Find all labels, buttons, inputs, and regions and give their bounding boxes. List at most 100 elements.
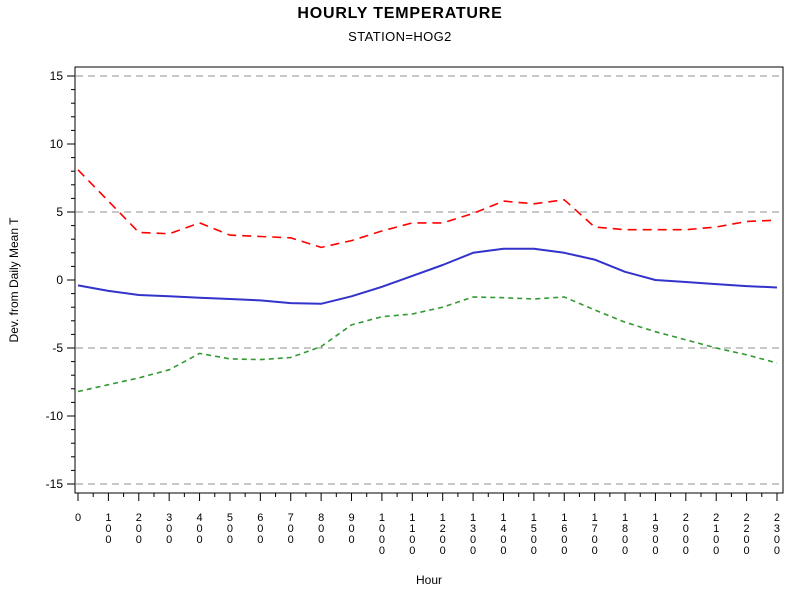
x-tick-label: 0 <box>713 545 719 557</box>
y-tick-label: -5 <box>52 341 63 355</box>
x-tick-label: 0 <box>622 545 628 557</box>
x-tick-label: 0 <box>257 534 263 546</box>
x-tick-label: 3 <box>166 512 172 524</box>
x-tick-label: 0 <box>592 545 598 557</box>
x-tick-label: 1 <box>713 523 719 535</box>
x-tick-label: 4 <box>197 512 203 524</box>
plot-frame <box>74 66 784 494</box>
x-tick-label: 2 <box>744 512 750 524</box>
x-tick-label: 0 <box>288 523 294 535</box>
x-tick-label: 0 <box>105 534 111 546</box>
x-tick-label: 1 <box>440 512 446 524</box>
x-tick-label: 1 <box>500 512 506 524</box>
x-tick-label: 0 <box>440 545 446 557</box>
x-tick-label: 1 <box>379 512 385 524</box>
x-tick-label: 0 <box>592 534 598 546</box>
x-tick-label: 0 <box>470 534 476 546</box>
x-tick-label: 1 <box>622 512 628 524</box>
x-tick-label: 1 <box>409 512 415 524</box>
x-tick-label: 0 <box>561 534 567 546</box>
series-line-2-lower-deviation <box>77 296 778 393</box>
x-tick-label: 6 <box>561 523 567 535</box>
x-tick-label: 0 <box>622 534 628 546</box>
x-tick-label: 0 <box>409 534 415 546</box>
x-tick-label: 0 <box>136 534 142 546</box>
x-tick-label: 0 <box>166 534 172 546</box>
x-tick-label: 0 <box>136 523 142 535</box>
x-tick-label: 0 <box>561 545 567 557</box>
x-tick-label: 0 <box>774 545 780 557</box>
x-tick-label: 0 <box>166 523 172 535</box>
chart-subtitle: STATION=HOG2 <box>348 29 452 44</box>
x-tick-label: 0 <box>348 534 354 546</box>
x-tick-label: 0 <box>652 545 658 557</box>
x-tick-label: 0 <box>257 523 263 535</box>
x-tick-label: 9 <box>652 523 658 535</box>
x-tick-label: 0 <box>288 534 294 546</box>
x-tick-label: 1 <box>652 512 658 524</box>
x-tick-label: 1 <box>105 512 111 524</box>
x-tick-label: 0 <box>683 534 689 546</box>
x-tick-label: 0 <box>227 523 233 535</box>
x-tick-label: 2 <box>136 512 142 524</box>
x-tick-label: 0 <box>409 545 415 557</box>
x-tick-label: 0 <box>500 534 506 546</box>
x-tick-label: 0 <box>713 534 719 546</box>
y-tick-label: -10 <box>46 409 64 423</box>
x-tick-label: 0 <box>744 534 750 546</box>
x-tick-label: 0 <box>197 534 203 546</box>
x-tick-label: 0 <box>440 534 446 546</box>
x-tick-label: 5 <box>531 523 537 535</box>
x-tick-label: 1 <box>531 512 537 524</box>
y-tick-label: 15 <box>50 69 64 83</box>
x-tick-label: 0 <box>531 534 537 546</box>
chart-title: HOURLY TEMPERATURE <box>297 5 503 22</box>
x-tick-label: 9 <box>348 512 354 524</box>
x-tick-label: 0 <box>683 545 689 557</box>
x-tick-label: 3 <box>774 523 780 535</box>
x-tick-label: 3 <box>470 523 476 535</box>
x-tick-label: 4 <box>500 523 506 535</box>
x-tick-label: 0 <box>531 545 537 557</box>
x-tick-label: 0 <box>500 545 506 557</box>
x-tick-label: 2 <box>440 523 446 535</box>
x-tick-label: 7 <box>592 523 598 535</box>
x-tick-label: 8 <box>622 523 628 535</box>
x-tick-label: 6 <box>257 512 263 524</box>
x-tick-label: 0 <box>379 523 385 535</box>
x-tick-label: 5 <box>227 512 233 524</box>
y-tick-label: 0 <box>56 273 63 287</box>
x-tick-label: 1 <box>561 512 567 524</box>
y-tick-label: -15 <box>46 477 64 491</box>
x-tick-label: 0 <box>774 534 780 546</box>
x-tick-label: 0 <box>318 534 324 546</box>
x-tick-label: 0 <box>379 545 385 557</box>
x-tick-label: 0 <box>652 534 658 546</box>
x-tick-label: 0 <box>683 523 689 535</box>
x-tick-label: 0 <box>470 545 476 557</box>
x-tick-label: 0 <box>105 523 111 535</box>
x-tick-label: 0 <box>348 523 354 535</box>
y-tick-label: 10 <box>50 137 64 151</box>
x-tick-label: 2 <box>713 512 719 524</box>
x-tick-label: 0 <box>744 545 750 557</box>
x-tick-label: 0 <box>75 512 81 524</box>
x-tick-label: 2 <box>744 523 750 535</box>
y-axis-title: Dev. from Daily Mean T <box>7 217 21 343</box>
x-tick-label: 1 <box>470 512 476 524</box>
x-tick-label: 0 <box>379 534 385 546</box>
series-line-1-mean-deviation <box>77 247 778 305</box>
x-tick-label: 0 <box>197 523 203 535</box>
y-tick-label: 5 <box>56 205 63 219</box>
x-tick-label: 1 <box>592 512 598 524</box>
x-tick-label: 7 <box>288 512 294 524</box>
x-tick-label: 2 <box>774 512 780 524</box>
x-tick-label: 1 <box>409 523 415 535</box>
x-tick-label: 0 <box>318 523 324 535</box>
x-axis-title: Hour <box>416 573 442 587</box>
x-tick-label: 0 <box>227 534 233 546</box>
series-line-0-upper-deviation <box>77 169 778 249</box>
x-tick-label: 2 <box>683 512 689 524</box>
